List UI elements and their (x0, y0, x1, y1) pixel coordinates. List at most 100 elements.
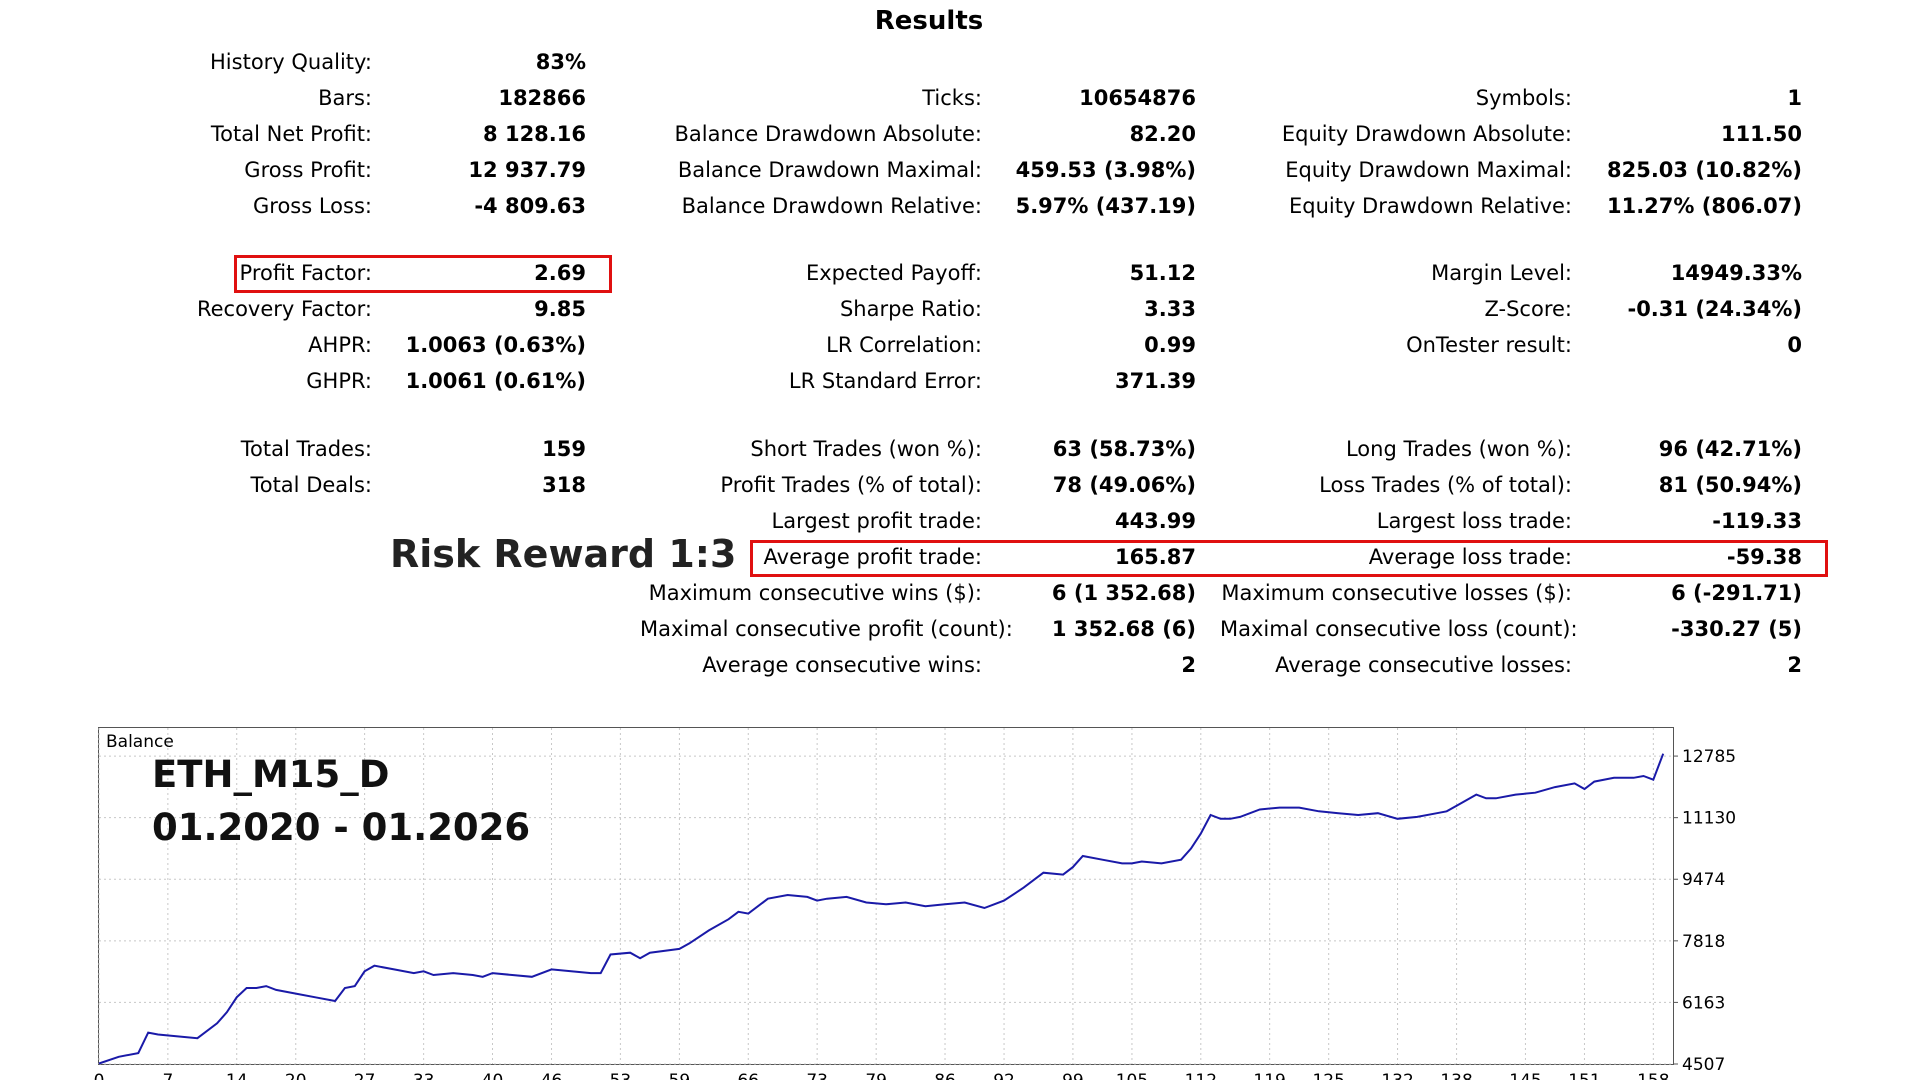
stat-label-ghpr: GHPR: (306, 369, 372, 393)
stat-value-total-deals: 318 (542, 473, 586, 497)
stat-label-gross-profit: Gross Profit: (244, 158, 372, 182)
stat-label-total-deals: Total Deals: (250, 473, 372, 497)
stat-label-max-consecutive-losses: Maximum consecutive losses ($): (1221, 581, 1572, 605)
stat-value-loss-trades: 81 (50.94%) (1658, 473, 1802, 497)
stat-label-total-trades: Total Trades: (240, 437, 372, 461)
x-tick-label: 59 (669, 1071, 691, 1080)
stat-value-bars: 182866 (498, 86, 586, 110)
results-title: Results (874, 6, 984, 36)
x-tick-label: 66 (737, 1071, 759, 1080)
stat-value-average-consecutive-losses: 2 (1787, 653, 1802, 677)
stat-label-maximal-consecutive-profit: Maximal consecutive profit (count): (640, 617, 1013, 641)
chart-overlay-period: 01.2020 - 01.2026 (152, 806, 531, 849)
stat-value-sharpe-ratio: 3.33 (1144, 297, 1196, 321)
stat-label-symbols: Symbols: (1475, 86, 1572, 110)
stat-label-loss-trades: Loss Trades (% of total): (1319, 473, 1572, 497)
stat-label-expected-payoff: Expected Payoff: (805, 261, 982, 285)
stat-value-symbols: 1 (1787, 86, 1802, 110)
stat-label-equity-dd-maximal: Equity Drawdown Maximal: (1285, 158, 1572, 182)
balance-line (98, 753, 1665, 1065)
chart-legend-balance: Balance (106, 732, 174, 752)
x-tick-label: 132 (1381, 1071, 1413, 1080)
x-tick-label: 46 (541, 1071, 563, 1080)
stat-value-equity-dd-relative: 11.27% (806.07) (1606, 194, 1802, 218)
stat-value-average-profit-trade: 165.87 (1114, 545, 1196, 569)
stat-value-balance-dd-absolute: 82.20 (1129, 122, 1196, 146)
stat-value-total-trades: 159 (542, 437, 586, 461)
stat-value-profit-factor: 2.69 (534, 261, 586, 285)
stat-value-max-consecutive-losses: 6 (-291.71) (1671, 581, 1802, 605)
stat-value-balance-dd-maximal: 459.53 (3.98%) (1015, 158, 1196, 182)
stat-label-maximal-consecutive-loss: Maximal consecutive loss (count): (1220, 617, 1578, 641)
y-tick-label: 7818 (1682, 932, 1725, 952)
stat-label-lr-standard-error: LR Standard Error: (788, 369, 982, 393)
stat-value-ahpr: 1.0063 (0.63%) (405, 333, 586, 357)
stat-value-recovery-factor: 9.85 (534, 297, 586, 321)
balance-chart-frame (98, 727, 1674, 1065)
stat-label-gross-loss: Gross Loss: (253, 194, 372, 218)
y-tick-label: 9474 (1682, 870, 1725, 890)
x-tick-label: 7 (162, 1071, 173, 1080)
stat-label-lr-correlation: LR Correlation: (826, 333, 982, 357)
stat-label-average-consecutive-wins: Average consecutive wins: (702, 653, 982, 677)
stat-value-balance-dd-relative: 5.97% (437.19) (1015, 194, 1196, 218)
stat-value-history-quality: 83% (535, 50, 586, 74)
stat-value-total-net-profit: 8 128.16 (483, 122, 586, 146)
x-tick-label: 138 (1440, 1071, 1472, 1080)
stat-label-balance-dd-maximal: Balance Drawdown Maximal: (677, 158, 982, 182)
stat-value-ticks: 10654876 (1079, 86, 1196, 110)
stat-value-equity-dd-maximal: 825.03 (10.82%) (1606, 158, 1802, 182)
stat-value-average-loss-trade: -59.38 (1726, 545, 1802, 569)
x-tick-label: 79 (865, 1071, 887, 1080)
stat-value-largest-profit-trade: 443.99 (1114, 509, 1196, 533)
stat-label-profit-trades: Profit Trades (% of total): (720, 473, 982, 497)
stat-label-ahpr: AHPR: (308, 333, 372, 357)
stat-value-profit-trades: 78 (49.06%) (1052, 473, 1196, 497)
x-tick-label: 125 (1312, 1071, 1344, 1080)
x-tick-label: 99 (1062, 1071, 1084, 1080)
stat-label-profit-factor: Profit Factor: (239, 261, 372, 285)
stat-value-lr-standard-error: 371.39 (1114, 369, 1196, 393)
stat-label-recovery-factor: Recovery Factor: (196, 297, 372, 321)
stat-label-margin-level: Margin Level: (1431, 261, 1572, 285)
stat-value-average-consecutive-wins: 2 (1181, 653, 1196, 677)
stat-value-z-score: -0.31 (24.34%) (1627, 297, 1802, 321)
stat-label-bars: Bars: (318, 86, 372, 110)
stat-value-margin-level: 14949.33% (1670, 261, 1802, 285)
stat-value-maximal-consecutive-loss: -330.27 (5) (1671, 617, 1802, 641)
x-tick-label: 86 (934, 1071, 956, 1080)
stat-label-z-score: Z-Score: (1484, 297, 1573, 321)
stat-value-largest-loss-trade: -119.33 (1712, 509, 1802, 533)
x-tick-label: 145 (1509, 1071, 1541, 1080)
y-tick-label: 6163 (1682, 993, 1725, 1013)
stat-label-largest-profit-trade: Largest profit trade: (771, 509, 982, 533)
stat-value-short-trades: 63 (58.73%) (1052, 437, 1196, 461)
stat-value-gross-profit: 12 937.79 (468, 158, 586, 182)
x-tick-label: 0 (94, 1071, 105, 1080)
stat-label-ontester-result: OnTester result: (1406, 333, 1572, 357)
stat-value-lr-correlation: 0.99 (1144, 333, 1196, 357)
risk-reward-annotation: Risk Reward 1:3 (390, 532, 737, 576)
stat-label-total-net-profit: Total Net Profit: (210, 122, 372, 146)
stat-label-equity-dd-absolute: Equity Drawdown Absolute: (1281, 122, 1572, 146)
stat-value-expected-payoff: 51.12 (1129, 261, 1196, 285)
stat-value-ontester-result: 0 (1787, 333, 1802, 357)
stat-value-maximal-consecutive-profit: 1 352.68 (6) (1051, 617, 1196, 641)
x-tick-label: 33 (413, 1071, 435, 1080)
stat-value-gross-loss: -4 809.63 (474, 194, 586, 218)
x-tick-label: 27 (354, 1071, 376, 1080)
stat-label-balance-dd-absolute: Balance Drawdown Absolute: (674, 122, 982, 146)
x-tick-label: 158 (1637, 1071, 1669, 1080)
stat-label-max-consecutive-wins: Maximum consecutive wins ($): (648, 581, 982, 605)
stat-label-average-consecutive-losses: Average consecutive losses: (1275, 653, 1572, 677)
average-trade-highlight (750, 540, 1828, 577)
stat-label-long-trades: Long Trades (won %): (1345, 437, 1572, 461)
stat-value-long-trades: 96 (42.71%) (1658, 437, 1802, 461)
x-tick-label: 92 (993, 1071, 1015, 1080)
x-tick-label: 112 (1185, 1071, 1217, 1080)
chart-overlay-symbol: ETH_M15_D (152, 753, 390, 796)
x-tick-label: 151 (1568, 1071, 1600, 1080)
x-tick-label: 119 (1253, 1071, 1285, 1080)
stat-value-max-consecutive-wins: 6 (1 352.68) (1051, 581, 1196, 605)
